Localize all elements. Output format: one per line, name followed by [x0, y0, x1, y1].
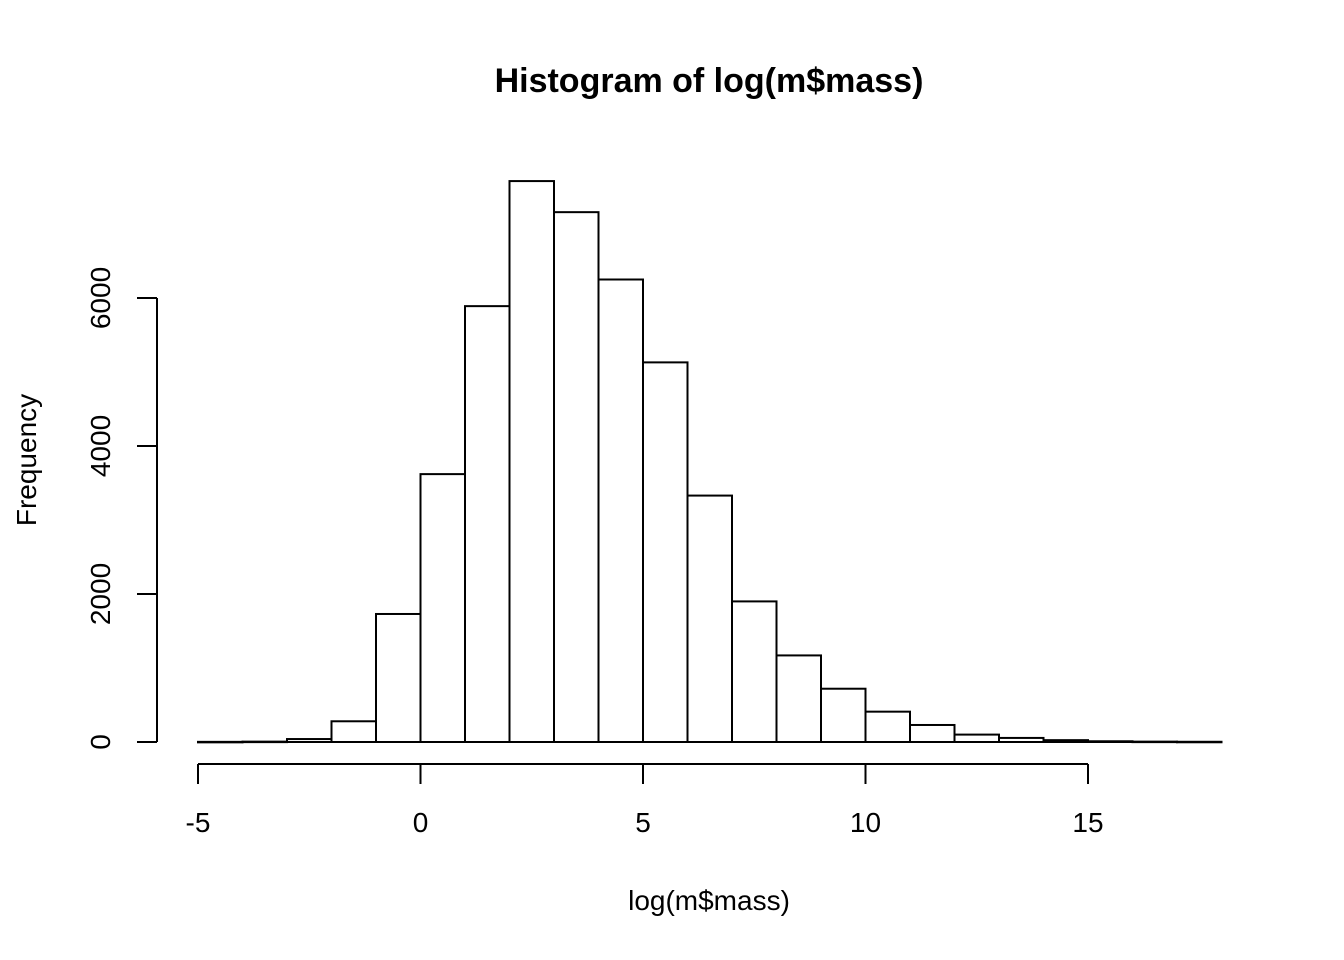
histogram-bar [642, 361, 689, 743]
histogram-bar [597, 278, 644, 743]
histogram-bar [686, 494, 733, 743]
x-tick-label: 0 [413, 807, 429, 838]
x-tick-label: 5 [635, 807, 651, 838]
chart-title: Histogram of log(m$mass) [495, 62, 924, 100]
histogram-bar [1042, 739, 1089, 744]
x-axis: -5 0 5 10 15 [186, 763, 1104, 838]
histogram-bar [508, 180, 555, 743]
histogram-bar [953, 733, 1000, 743]
y-axis: 0 2000 4000 6000 [85, 267, 158, 750]
histogram-bar [998, 736, 1045, 743]
y-tick-label: 2000 [85, 563, 116, 625]
bars-group [197, 180, 1223, 744]
y-tick-label: 6000 [85, 267, 116, 329]
histogram-bar [1087, 740, 1134, 744]
histogram-bar [419, 473, 466, 743]
x-tick-label: -5 [186, 807, 211, 838]
histogram-bar [820, 687, 867, 743]
histogram-bar [1131, 740, 1178, 744]
histogram-bar [553, 211, 600, 744]
y-tick-label: 0 [85, 734, 116, 750]
y-tick-label: 4000 [85, 415, 116, 477]
histogram-bar [197, 740, 244, 744]
histogram-bar [330, 720, 377, 744]
x-tick-label: 15 [1072, 807, 1103, 838]
histogram-bar [731, 600, 778, 744]
histogram-bar [286, 738, 333, 743]
histogram-bar [241, 740, 288, 744]
histogram-bar [864, 710, 911, 743]
x-tick-label: 10 [850, 807, 881, 838]
histogram-bar [464, 305, 511, 743]
histogram-bar [375, 612, 422, 743]
histogram-bar [775, 654, 822, 743]
y-axis-label: Frequency [11, 394, 42, 526]
x-axis-label: log(m$mass) [628, 885, 790, 916]
histogram-bar [1176, 740, 1223, 744]
histogram-bar [909, 723, 956, 743]
